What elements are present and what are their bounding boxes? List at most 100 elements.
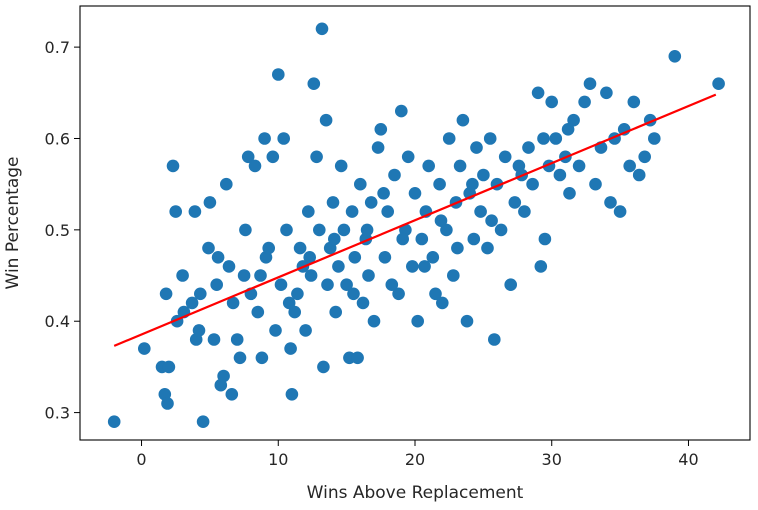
- data-point: [248, 159, 262, 173]
- data-point: [210, 278, 223, 292]
- data-point: [600, 86, 613, 100]
- data-point: [351, 351, 364, 365]
- data-point: [326, 196, 340, 209]
- data-point: [282, 296, 296, 310]
- data-point: [433, 177, 446, 191]
- data-point: [288, 305, 302, 319]
- data-point: [274, 278, 288, 292]
- data-point: [303, 250, 317, 264]
- x-axis-ticks: 0 10 20 30 40: [136, 440, 699, 469]
- data-point: [293, 241, 307, 255]
- data-point: [474, 205, 487, 218]
- data-point: [356, 296, 370, 310]
- data-point: [442, 132, 456, 145]
- data-point: [317, 360, 330, 374]
- data-point: [299, 324, 312, 337]
- data-point: [648, 132, 661, 145]
- data-point: [545, 95, 558, 109]
- data-point: [494, 223, 508, 237]
- data-point: [453, 159, 467, 173]
- data-point: [203, 196, 217, 209]
- data-point: [262, 241, 276, 255]
- data-point: [418, 260, 431, 273]
- data-point: [401, 150, 415, 164]
- data-point: [538, 232, 552, 246]
- data-point: [498, 150, 512, 164]
- x-tick-label: 20: [405, 450, 425, 469]
- x-axis-label: Wins Above Replacement: [307, 483, 524, 503]
- data-point: [211, 250, 225, 264]
- data-point: [485, 214, 498, 227]
- data-point: [277, 132, 291, 145]
- data-point: [451, 241, 464, 255]
- data-point: [321, 278, 334, 292]
- x-tick-label: 30: [542, 450, 562, 469]
- data-point: [226, 296, 240, 310]
- data-point: [254, 269, 267, 282]
- data-point: [222, 260, 236, 273]
- data-point: [345, 205, 359, 218]
- data-point: [508, 196, 522, 209]
- data-point: [196, 415, 210, 429]
- data-point: [185, 296, 199, 310]
- data-point: [329, 305, 343, 319]
- data-point: [481, 241, 494, 255]
- data-point: [307, 77, 321, 90]
- data-point: [531, 86, 545, 100]
- data-point: [381, 205, 395, 218]
- y-tick-label: 0.7: [45, 38, 70, 57]
- data-point: [225, 388, 239, 401]
- data-point: [166, 159, 180, 173]
- data-point: [553, 168, 567, 182]
- data-point: [429, 287, 442, 301]
- data-point: [385, 278, 399, 292]
- data-point: [237, 269, 251, 282]
- data-point: [188, 205, 202, 218]
- data-point: [230, 333, 244, 346]
- data-point: [302, 205, 315, 218]
- data-point: [563, 187, 576, 200]
- data-point: [460, 314, 474, 328]
- data-point: [192, 324, 206, 337]
- data-point: [340, 278, 353, 292]
- data-point: [447, 269, 460, 282]
- data-point: [426, 250, 440, 264]
- data-point: [239, 223, 252, 237]
- data-point: [411, 314, 425, 328]
- data-point: [310, 150, 323, 164]
- data-point: [332, 260, 345, 273]
- data-point: [291, 287, 304, 301]
- data-point: [217, 369, 230, 383]
- data-point: [456, 113, 470, 127]
- data-point: [360, 223, 374, 237]
- data-point: [313, 223, 326, 237]
- data-point: [202, 241, 215, 255]
- data-point: [572, 159, 586, 173]
- data-point: [176, 269, 189, 282]
- data-point: [348, 250, 362, 264]
- data-point: [220, 177, 233, 191]
- plot-frame: [79, 5, 751, 441]
- data-point: [477, 168, 490, 182]
- data-point: [364, 196, 378, 209]
- data-point: [668, 50, 682, 63]
- data-point: [272, 68, 285, 81]
- data-point: [504, 278, 517, 292]
- data-point: [107, 415, 121, 429]
- data-point: [161, 397, 174, 410]
- data-point: [266, 150, 280, 164]
- data-point: [207, 333, 221, 346]
- data-point: [284, 342, 297, 355]
- data-point: [467, 232, 481, 246]
- y-tick-label: 0.5: [45, 221, 70, 240]
- data-point: [518, 205, 531, 218]
- data-point: [255, 351, 269, 365]
- data-point: [623, 159, 636, 173]
- y-axis-ticks: 0.3 0.4 0.5 0.6 0.7: [45, 38, 80, 423]
- x-tick-label: 40: [678, 450, 698, 469]
- data-point: [712, 77, 725, 90]
- data-point: [304, 269, 318, 282]
- data-point: [604, 196, 617, 209]
- data-point: [638, 150, 651, 164]
